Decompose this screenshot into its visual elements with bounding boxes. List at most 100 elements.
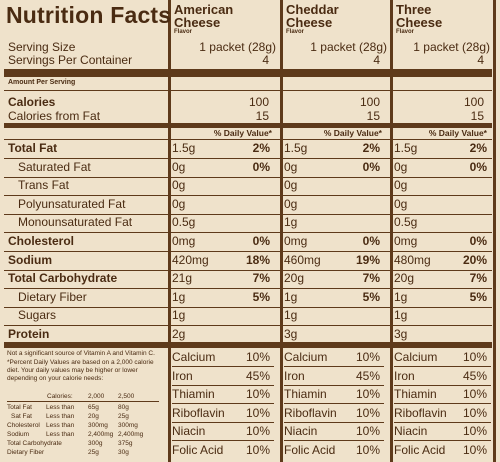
nutrient-percent: 2% [362,141,380,155]
vitamin-percent: 10% [355,387,380,401]
daily-values-cell: Less than [46,422,75,429]
daily-value-header: % Daily Value* [428,128,487,138]
rule [4,176,492,178]
daily-values-cell: 80g [118,404,129,411]
rule [4,288,492,290]
nutrient-label: Monounsaturated Fat [18,215,133,230]
daily-values-cell: Sodium [7,431,30,438]
rule [4,269,492,271]
rule [4,139,492,140]
percent-daily-note: *Percent Daily Values are based on a 2,0… [7,359,154,382]
calories-label: Calories [8,95,56,109]
flavor-name-line2: Cheese [396,15,443,30]
vitamin-label: Iron [284,368,305,383]
nutrient-percent: 0% [469,159,487,174]
flavor-name-line1: American [174,2,234,17]
nutrient-label: Polyunsaturated Fat [18,196,126,211]
flavor-header-cheddar: Cheddar Cheese Flavor [286,3,339,35]
vitamin-label: Riboflavin [172,405,225,420]
vitamin-percent: 10% [462,350,487,364]
nutrient-label: Trans Fat [18,178,69,193]
nutrient-percent: 7% [469,271,487,286]
nutrient-percent: 20% [462,252,487,267]
column-divider-2 [280,0,283,462]
rule [394,440,491,441]
vitamin-percent: 45% [462,368,487,383]
nutrient-amount: 0mg [172,234,196,248]
rule [4,251,492,252]
nutrient-amount: 0g [172,178,186,193]
nutrient-label: Total Carbohydrate [8,271,118,286]
rule [284,440,384,441]
nutrient-percent: 5% [252,289,270,304]
flavor-label: Flavor [174,29,193,35]
daily-values-cell: 65g [88,404,99,411]
calories-fat-value: 15 [470,109,484,123]
daily-value-header: % Daily Value* [323,128,382,138]
rule [394,403,491,404]
vitamin-label: Folic Acid [284,442,336,457]
vitamin-label: Folic Acid [172,442,224,457]
vitamin-label: Thiamin [394,387,437,401]
vitamin-label: Iron [394,368,415,383]
vitamin-label: Thiamin [284,387,327,401]
daily-values-cell: 375g [118,440,133,447]
nutrient-percent: 0% [362,159,380,174]
nutrient-percent: 7% [362,271,380,286]
nutrition-facts-title: Nutrition Facts [6,2,172,28]
amount-per-serving-label: Amount Per Serving [8,79,76,86]
daily-values-cell: 300g [88,440,103,447]
vitamin-label: Niacin [394,424,428,438]
vitamin-percent: 10% [355,350,380,364]
nutrient-amount: 0g [284,196,298,211]
column-divider-1 [168,0,171,462]
flavor-header-three-cheese: Three Cheese Flavor [396,3,442,35]
vitamin-label: Niacin [172,424,206,438]
vitamin-label: Thiamin [172,387,215,401]
vitamin-percent: 10% [355,424,380,438]
rule [284,421,384,423]
nutrient-amount: 0g [172,159,186,174]
vitamin-percent: 10% [355,405,380,420]
daily-values-cell: 25g [88,449,99,456]
servings-value: 4 [262,53,269,67]
rule [4,158,492,159]
vitamin-percent: 10% [462,387,487,401]
daily-values-cell: Less than [46,431,75,438]
vitamin-percent: 10% [245,387,270,401]
vitamin-label: Calcium [394,350,438,364]
rule [394,421,491,423]
nutrient-amount: 3g [394,327,408,341]
daily-values-cell: Sat Fat [11,413,32,420]
nutrient-amount: 0.5g [172,215,196,230]
daily-values-cell: 2,400mg [88,431,114,438]
rule [4,325,492,327]
servings-per-container-label: Servings Per Container [8,53,133,67]
calories-fat-value: 15 [366,109,380,123]
nutrient-amount: 20g [284,271,305,286]
nutrient-amount: 0mg [284,234,308,248]
daily-values-header-label: Calories: [47,393,73,400]
daily-values-cell: 300mg [118,422,138,429]
column-divider-4 [493,0,496,462]
vitamin-label: Calcium [284,350,328,364]
vitamin-percent: 10% [355,442,380,457]
nutrient-amount: 1.5g [172,141,196,155]
vitamin-percent: 10% [462,424,487,438]
serving-size-value: 1 packet (28g) [199,40,276,54]
rule [394,366,491,367]
nutrient-percent: 18% [245,252,270,267]
rule [172,384,274,386]
flavor-name-line1: Three [396,2,432,17]
nutrient-label: Dietary Fiber [18,289,87,304]
nutrient-percent: 0% [252,159,270,174]
daily-values-cell: Total Carbohydrate [7,440,62,447]
flavor-header-american: American Cheese Flavor [174,3,233,35]
nutrient-amount: 1.5g [284,141,308,155]
daily-values-cell: 25g [118,413,129,420]
nutrient-label: Sugars [18,308,57,323]
nutrient-label: Saturated Fat [18,159,91,174]
rule [172,366,274,367]
vitamin-label: Niacin [284,424,318,438]
nutrient-amount: 0g [172,196,186,211]
